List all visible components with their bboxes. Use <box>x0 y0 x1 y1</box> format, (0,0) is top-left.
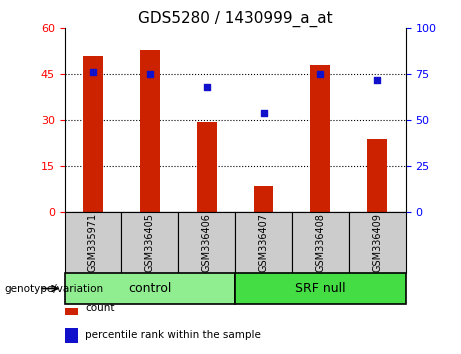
Bar <box>65 273 235 304</box>
Text: GSM336406: GSM336406 <box>201 213 212 272</box>
Bar <box>292 212 349 273</box>
Text: GSM336405: GSM336405 <box>145 213 155 272</box>
Text: GSM336409: GSM336409 <box>372 213 382 272</box>
Bar <box>349 212 406 273</box>
Text: percentile rank within the sample: percentile rank within the sample <box>85 330 261 340</box>
Bar <box>65 301 78 315</box>
Point <box>317 72 324 77</box>
Text: genotype/variation: genotype/variation <box>5 284 104 293</box>
Bar <box>367 139 387 212</box>
Point <box>260 110 267 116</box>
Bar <box>310 65 331 212</box>
Point <box>373 77 381 83</box>
Text: count: count <box>85 303 114 313</box>
Bar <box>121 212 178 273</box>
Bar <box>254 186 273 212</box>
Bar <box>83 56 103 212</box>
Bar <box>235 212 292 273</box>
Bar <box>235 273 406 304</box>
Point <box>203 84 210 90</box>
Text: GSM336408: GSM336408 <box>315 213 325 272</box>
Text: control: control <box>128 282 171 295</box>
Bar <box>65 212 121 273</box>
Title: GDS5280 / 1430999_a_at: GDS5280 / 1430999_a_at <box>138 11 332 27</box>
Bar <box>178 212 235 273</box>
Point <box>146 72 154 77</box>
Bar <box>65 328 78 343</box>
Point <box>89 70 97 75</box>
Text: GSM335971: GSM335971 <box>88 213 98 272</box>
Bar <box>140 50 160 212</box>
Text: GSM336407: GSM336407 <box>259 213 269 272</box>
Bar <box>197 122 217 212</box>
Text: SRF null: SRF null <box>295 282 346 295</box>
